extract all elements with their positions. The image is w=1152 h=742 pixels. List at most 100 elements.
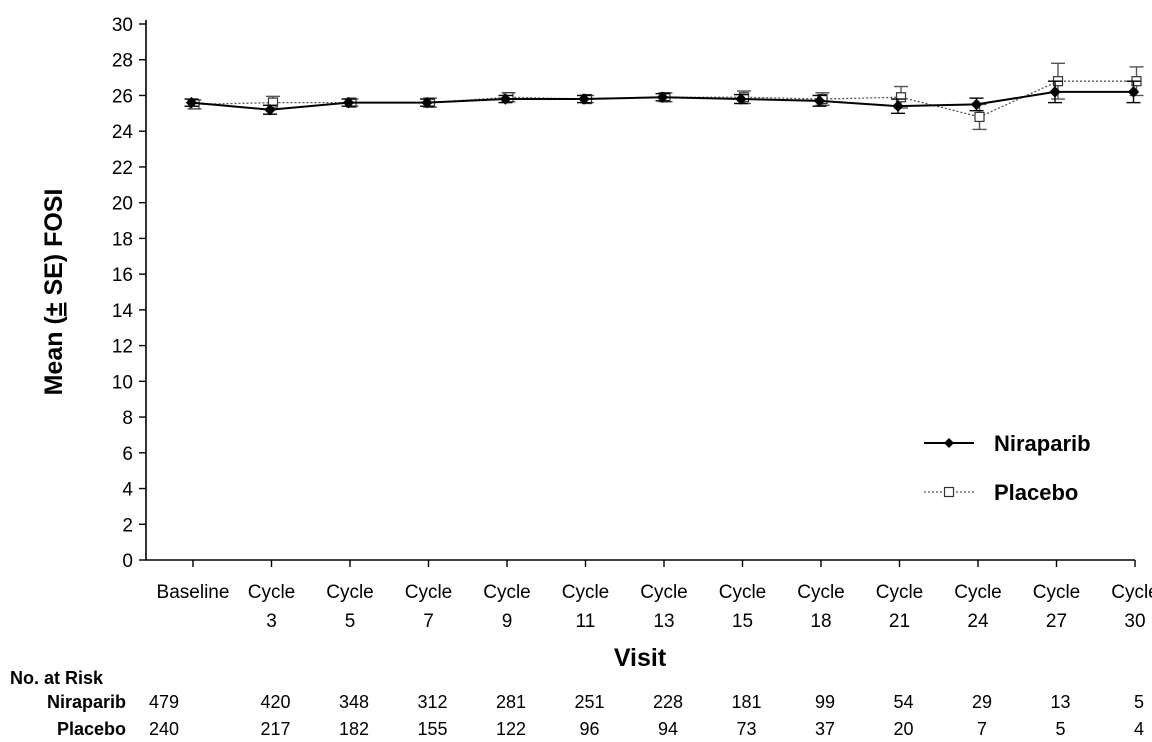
- risk-cell: 37: [815, 719, 835, 739]
- x-tick-label: 15: [732, 611, 753, 632]
- risk-cell: 155: [417, 719, 447, 739]
- x-tick-label: 13: [653, 611, 674, 632]
- y-axis-title-part: Mean (: [40, 316, 68, 396]
- legend-marker-placebo: [943, 486, 955, 498]
- legend-label-niraparib: Niraparib: [994, 431, 1091, 456]
- legend-marker-niraparib: [944, 438, 954, 448]
- series-niraparib: [184, 80, 1141, 116]
- risk-cell: 73: [736, 719, 756, 739]
- data-point: [499, 93, 512, 105]
- data-point: [264, 104, 276, 116]
- y-tick-label: 6: [122, 444, 133, 465]
- y-tick-label: 26: [112, 86, 133, 107]
- data-point: [656, 91, 669, 103]
- x-tick-label: 9: [502, 611, 513, 632]
- legend-label-placebo: Placebo: [994, 480, 1078, 505]
- y-tick-label: 12: [112, 337, 133, 358]
- risk-cell: 94: [658, 719, 678, 739]
- y-tick-label: 22: [112, 158, 133, 179]
- y-tick-label: 20: [112, 194, 133, 215]
- x-tick-label: 24: [967, 611, 989, 632]
- y-tick-label: 8: [122, 408, 133, 429]
- series-layer: [184, 62, 1144, 131]
- y-tick-label: 14: [112, 301, 134, 322]
- risk-cell: 240: [149, 719, 179, 739]
- x-tick-label: Cycle: [876, 582, 924, 603]
- risk-cell: 479: [149, 692, 179, 712]
- data-point: [1127, 86, 1140, 98]
- risk-cell: 251: [574, 692, 604, 712]
- data-point: [895, 92, 907, 103]
- risk-row-label: Niraparib: [47, 692, 126, 712]
- x-tick-label: Baseline: [157, 582, 230, 603]
- y-tick-label: 0: [122, 551, 133, 572]
- x-tick-label: Cycle: [1033, 582, 1081, 603]
- data-point: [970, 98, 983, 111]
- y-tick-label: 18: [112, 229, 133, 250]
- y-axis-title: Mean (± SE) FOSI: [40, 189, 68, 396]
- x-tick-label: 7: [423, 611, 434, 632]
- x-tick-label: 27: [1046, 611, 1067, 632]
- y-tick-label: 16: [112, 265, 133, 286]
- risk-cell: 228: [653, 692, 683, 712]
- y-tick-label: 2: [122, 515, 133, 536]
- risk-cell: 122: [496, 719, 526, 739]
- data-point: [1049, 86, 1061, 98]
- x-axis: Baseline Cycle 3 Cycle 5 Cycle 7 Cycle 9 Cycle 11 C…: [146, 559, 1152, 672]
- x-tick-label: Cycle: [640, 582, 688, 603]
- data-point: [892, 100, 904, 112]
- y-tick-label: 28: [112, 51, 133, 72]
- risk-row-label: Placebo: [57, 719, 126, 739]
- x-tick-label: Cycle: [719, 582, 767, 603]
- x-tick-label: 5: [345, 611, 356, 632]
- x-tick-label: Cycle: [562, 582, 610, 603]
- risk-cell: 54: [893, 692, 913, 712]
- risk-cell: 182: [339, 719, 369, 739]
- data-point: [974, 111, 985, 123]
- risk-cell: 5: [1055, 719, 1065, 739]
- risk-cell: 281: [496, 692, 526, 712]
- x-tick-label: 11: [576, 611, 596, 632]
- risk-cell: 312: [417, 692, 447, 712]
- data-point: [185, 96, 198, 109]
- risk-cell: 5: [1134, 692, 1144, 712]
- y-axis-title-pm: ±: [40, 302, 68, 316]
- risk-cell: 7: [977, 719, 987, 739]
- y-tick-label: 10: [112, 372, 133, 393]
- x-tick-label: 3: [266, 611, 277, 632]
- data-point: [813, 95, 826, 107]
- risk-cell: 4: [1134, 719, 1144, 739]
- x-axis-title: Visit: [614, 644, 667, 672]
- x-tick-label: Cycle: [954, 582, 1002, 603]
- x-tick-label: 18: [810, 611, 831, 632]
- x-tick-label: 30: [1124, 611, 1145, 632]
- y-tick-label: 30: [112, 15, 133, 36]
- x-tick-label: Cycle: [1111, 582, 1152, 603]
- data-point: [735, 93, 747, 105]
- risk-cell: 13: [1050, 692, 1070, 712]
- x-tick-label: Cycle: [248, 582, 296, 603]
- data-point: [342, 96, 355, 109]
- legend: Niraparib Placebo: [924, 431, 1091, 505]
- risk-cell: 20: [893, 719, 913, 739]
- risk-cell: 99: [815, 692, 835, 712]
- data-point: [421, 96, 433, 109]
- x-tick-label: Cycle: [326, 582, 374, 603]
- x-tick-label: Cycle: [405, 582, 453, 603]
- risk-table-header: No. at Risk: [10, 668, 104, 688]
- y-tick-label: 24: [112, 122, 134, 143]
- data-point: [578, 93, 590, 105]
- risk-cell: 96: [579, 719, 599, 739]
- risk-cell: 348: [339, 692, 369, 712]
- y-axis-title-part: SE) FOSI: [40, 189, 68, 303]
- risk-cell: 217: [260, 719, 290, 739]
- y-tick-label: 4: [122, 480, 133, 501]
- risk-cell: 29: [972, 692, 992, 712]
- risk-cell: 181: [731, 692, 761, 712]
- risk-cell: 420: [260, 692, 290, 712]
- x-tick-label: 21: [889, 611, 910, 632]
- x-tick-label: Cycle: [483, 582, 531, 603]
